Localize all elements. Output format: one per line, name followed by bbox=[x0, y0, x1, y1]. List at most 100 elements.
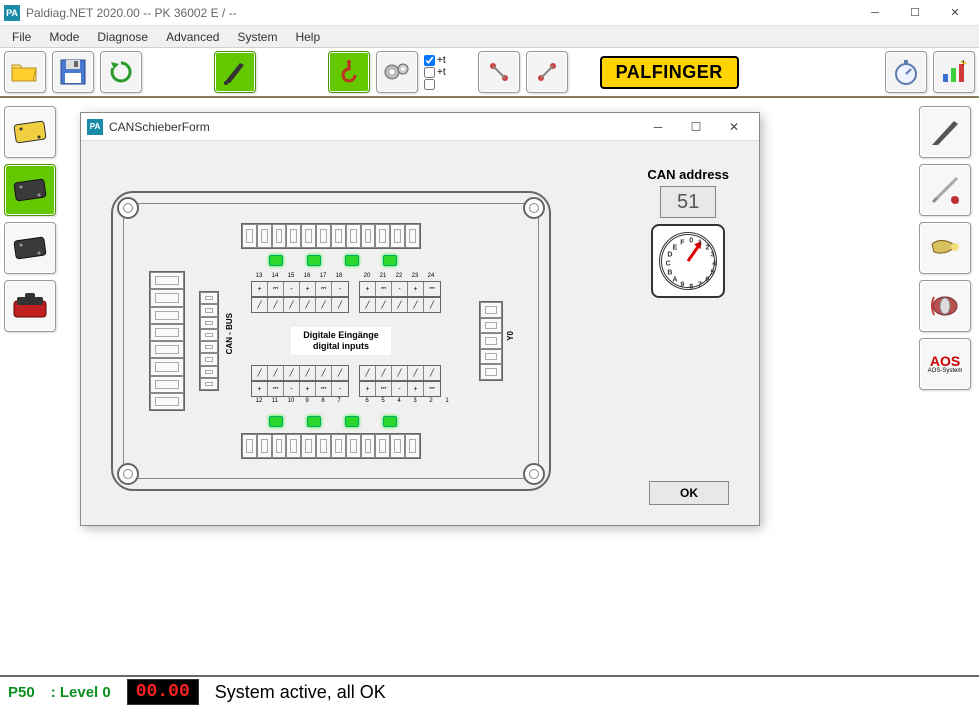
top-led-row bbox=[269, 255, 397, 266]
dialog-icon: PA bbox=[87, 119, 103, 135]
top-switch-row-a: ╱╱╱╱╱╱ bbox=[251, 297, 349, 313]
can-address-value: 51 bbox=[660, 186, 716, 218]
refresh-button[interactable] bbox=[100, 51, 142, 93]
status-bar: P50 : Level 0 00.00 System active, all O… bbox=[0, 675, 979, 707]
main-toolbar: +t +t PALFINGER ! bbox=[0, 48, 979, 98]
left-connector bbox=[149, 271, 185, 411]
crane-arm-icon bbox=[928, 115, 962, 149]
canschieber-dialog: PA CANSchieberForm ─ ☐ ✕ CAN address 51 … bbox=[80, 112, 760, 526]
folder-icon bbox=[11, 61, 39, 83]
save-button[interactable] bbox=[52, 51, 94, 93]
check-t2[interactable] bbox=[424, 67, 435, 78]
right-crane-button[interactable] bbox=[919, 106, 971, 158]
status-level: : Level 0 bbox=[51, 684, 111, 701]
right-aos-button[interactable]: AOS AOS-System bbox=[919, 338, 971, 390]
module-red-button[interactable] bbox=[4, 280, 56, 332]
canbus-connector bbox=[199, 291, 219, 391]
module-dark2-icon bbox=[12, 234, 48, 262]
ok-button[interactable]: OK bbox=[649, 481, 729, 505]
top-input-row-a: +⎓-+⎓- bbox=[251, 281, 349, 297]
crane-mode-button[interactable] bbox=[214, 51, 256, 93]
menu-advanced[interactable]: Advanced bbox=[158, 28, 227, 46]
floppy-icon bbox=[60, 59, 86, 85]
open-button[interactable] bbox=[4, 51, 46, 93]
dialog-title-bar[interactable]: PA CANSchieberForm ─ ☐ ✕ bbox=[81, 113, 759, 141]
module-active-button[interactable] bbox=[4, 164, 56, 216]
led-icon bbox=[345, 255, 359, 266]
check-t1[interactable] bbox=[424, 55, 435, 66]
dialog-maximize-button[interactable]: ☐ bbox=[677, 114, 715, 140]
module-yellow-icon bbox=[12, 118, 48, 146]
top-numbers-a: 131415161718 bbox=[251, 273, 347, 279]
led-icon bbox=[345, 416, 359, 427]
window-minimize-button[interactable]: ─ bbox=[855, 1, 895, 25]
top-input-row-b: +⎓-+⎓ bbox=[359, 281, 441, 297]
gears-icon bbox=[383, 60, 411, 84]
module-yellow-button[interactable] bbox=[4, 106, 56, 158]
window-maximize-button[interactable]: ☐ bbox=[895, 1, 935, 25]
bottom-input-row-b: +⎓-+⎓ bbox=[359, 381, 441, 397]
top-switch-row-b: ╱╱╱╱╱ bbox=[359, 297, 441, 313]
screw-icon bbox=[523, 463, 545, 485]
right-horn-button[interactable] bbox=[919, 222, 971, 274]
dial-arrow-icon bbox=[687, 244, 701, 262]
config-b-button[interactable] bbox=[526, 51, 568, 93]
hook-icon bbox=[336, 59, 362, 85]
led-icon bbox=[383, 255, 397, 266]
main-workspace: AOS AOS-System PA CANSchieberForm ─ ☐ ✕ … bbox=[0, 98, 979, 675]
led-icon bbox=[383, 416, 397, 427]
menu-diagnose[interactable]: Diagnose bbox=[89, 28, 156, 46]
toolbox-red-icon bbox=[11, 291, 49, 321]
linkage-b-icon bbox=[534, 59, 560, 85]
dialog-minimize-button[interactable]: ─ bbox=[639, 114, 677, 140]
digital-inputs-label: Digitale Eingänge digital inputs bbox=[291, 327, 391, 355]
led-icon bbox=[307, 416, 321, 427]
check-t3[interactable] bbox=[424, 79, 435, 90]
screw-icon bbox=[117, 463, 139, 485]
right-winch-button[interactable] bbox=[919, 280, 971, 332]
gears-button[interactable] bbox=[376, 51, 418, 93]
check-t2-label: +t bbox=[437, 67, 446, 78]
chart-button[interactable]: ! bbox=[933, 51, 975, 93]
module-dark2-button[interactable] bbox=[4, 222, 56, 274]
check-t1-label: +t bbox=[437, 55, 446, 66]
config-a-button[interactable] bbox=[478, 51, 520, 93]
y0-connector bbox=[479, 301, 503, 381]
window-title: Paldiag.NET 2020.00 -- PK 36002 E / -- bbox=[26, 6, 237, 20]
can-address-label: CAN address bbox=[647, 167, 729, 182]
window-close-button[interactable]: ✕ bbox=[935, 1, 975, 25]
circuit-board: 131415161718 2021222324 +⎓-+⎓- +⎓-+⎓ ╱╱╱… bbox=[111, 191, 551, 491]
left-sidebar bbox=[4, 106, 60, 332]
menu-mode[interactable]: Mode bbox=[41, 28, 87, 46]
stopwatch-icon bbox=[892, 58, 920, 86]
hook-button[interactable] bbox=[328, 51, 370, 93]
screw-icon bbox=[117, 197, 139, 219]
menu-file[interactable]: File bbox=[4, 28, 39, 46]
dialog-close-button[interactable]: ✕ bbox=[715, 114, 753, 140]
module-dark-icon bbox=[12, 176, 48, 204]
top-numbers-b: 2021222324 bbox=[359, 273, 439, 279]
menu-bar: File Mode Diagnose Advanced System Help bbox=[0, 26, 979, 48]
bar-chart-icon: ! bbox=[941, 60, 967, 84]
winch-icon bbox=[928, 291, 962, 321]
brand-logo: PALFINGER bbox=[600, 56, 739, 89]
svg-text:!: ! bbox=[962, 60, 965, 67]
stopwatch-button[interactable] bbox=[885, 51, 927, 93]
led-icon bbox=[269, 416, 283, 427]
bottom-input-row-a: +⎓-+⎓- bbox=[251, 381, 349, 397]
bottom-switch-row-b: ╱╱╱╱╱ bbox=[359, 365, 441, 381]
window-title-bar: PA Paldiag.NET 2020.00 -- PK 36002 E / -… bbox=[0, 0, 979, 26]
right-sidebar: AOS AOS-System bbox=[919, 106, 975, 390]
menu-system[interactable]: System bbox=[229, 28, 285, 46]
led-icon bbox=[269, 255, 283, 266]
horn-icon bbox=[928, 234, 962, 262]
menu-help[interactable]: Help bbox=[287, 28, 328, 46]
status-message: System active, all OK bbox=[215, 682, 386, 703]
y0-label: Y0 bbox=[506, 331, 515, 341]
dialog-body: CAN address 51 0123456789ABCDEF OK bbox=[81, 141, 759, 525]
dialog-title: CANSchieberForm bbox=[109, 120, 210, 134]
time-checkboxes: +t +t bbox=[424, 55, 446, 90]
right-tools-button[interactable] bbox=[919, 164, 971, 216]
can-dial[interactable]: 0123456789ABCDEF bbox=[651, 224, 725, 298]
linkage-a-icon bbox=[486, 59, 512, 85]
